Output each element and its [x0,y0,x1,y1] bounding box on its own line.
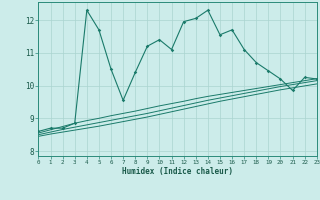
X-axis label: Humidex (Indice chaleur): Humidex (Indice chaleur) [122,167,233,176]
